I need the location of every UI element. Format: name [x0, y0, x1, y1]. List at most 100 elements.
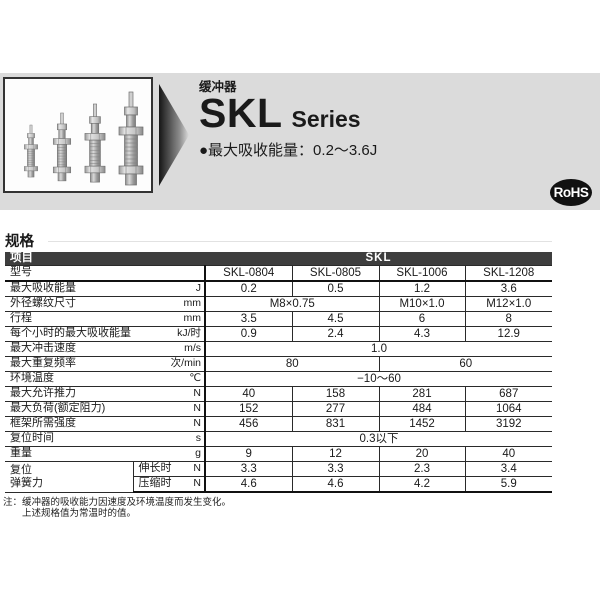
spec-value: 3192: [464, 416, 552, 432]
spec-value: 1.2: [378, 281, 465, 297]
spec-value: 484: [378, 401, 465, 417]
spec-value: −10～60: [204, 371, 552, 387]
spec-value: 60: [378, 356, 552, 372]
row-unit: g: [195, 447, 201, 460]
row-label: 每个小时的最大吸收能量: [10, 327, 131, 340]
row-unit: mm: [183, 297, 202, 310]
spec-value: 281: [378, 386, 465, 402]
model-row: 型号 SKL-0804 SKL-0805 SKL-1006 SKL-1208: [5, 265, 552, 282]
spec-row-frequency: 最大重复频率 次/min 80 60: [5, 356, 552, 372]
spec-value: 1452: [378, 416, 465, 432]
spec-value: 456: [204, 416, 292, 432]
row-label: 环境温度: [10, 372, 54, 385]
spring-label-line2: 弹簧力: [10, 476, 43, 489]
spec-row-thread: 外径螺纹尺寸 mm M8×0.75 M10×1.0 M12×1.0: [5, 296, 552, 312]
product-banner: 缓冲器 SKL Series ●最大吸收能量：0.2～3.6J RoHS: [0, 73, 600, 210]
row-unit: N: [193, 462, 201, 475]
row-label: 复位时间: [10, 432, 54, 445]
heading-rule: [48, 241, 552, 242]
row-unit: 次/min: [170, 357, 201, 370]
row-label: 最大冲击速度: [10, 342, 76, 355]
spec-row-energy-per-hour: 每个小时的最大吸收能量 kJ/时 0.9 2.4 4.3 12.9: [5, 326, 552, 342]
spec-value: M12×1.0: [464, 296, 552, 312]
spec-value: 40: [204, 386, 292, 402]
spec-row-reset-time: 复位时间 s 0.3以下: [5, 431, 552, 447]
spec-row-energy: 最大吸收能量 J 0.2 0.5 1.2 3.6: [5, 281, 552, 297]
spec-value: 3.3: [204, 461, 292, 477]
spec-table: 项目 SKL 型号 SKL-0804 SKL-0805 SKL-1006 SKL…: [5, 252, 552, 493]
series-name: SKL: [199, 90, 283, 136]
row-label: 外径螺纹尺寸: [10, 297, 76, 310]
row-label: 行程: [10, 312, 32, 325]
spring-sub-label: 伸长时: [138, 462, 172, 475]
spec-value: 12: [291, 446, 379, 462]
table-header-row: 项目 SKL: [5, 252, 552, 266]
spec-value: 3.5: [204, 311, 292, 327]
spec-row-max-load: 最大负荷(额定阻力) N 152 277 484 1064: [5, 401, 552, 417]
spec-value: 12.9: [464, 326, 552, 342]
spring-sub-label: 压缩时: [138, 477, 172, 490]
spec-value: 40: [464, 446, 552, 462]
rohs-badge: RoHS: [550, 179, 592, 206]
spec-value: 8: [464, 311, 552, 327]
section-title: 规格: [5, 234, 34, 250]
spec-value: 4.2: [378, 476, 465, 493]
footnote: 注：缓冲器的吸收能力因速度及环境温度而发生变化。 上述规格值为常温时的值。: [3, 497, 231, 519]
spring-row-extended: 复位 弹簧力 伸长时 N 3.3 3.3 2.3 3.4: [5, 461, 552, 493]
spec-value: 0.9: [204, 326, 292, 342]
spec-value: 2.3: [378, 461, 465, 477]
row-unit: ℃: [189, 372, 201, 385]
spec-value: 6: [378, 311, 465, 327]
row-unit: N: [193, 387, 201, 400]
model-cell: SKL-0805: [291, 265, 379, 282]
row-unit: N: [193, 402, 201, 415]
spec-value: 277: [291, 401, 379, 417]
model-cell: SKL-1208: [464, 265, 552, 282]
spec-value: 0.5: [291, 281, 379, 297]
product-category: 缓冲器: [199, 80, 237, 94]
row-unit: mm: [183, 312, 202, 325]
spec-row-temperature: 环境温度 ℃ −10～60: [5, 371, 552, 387]
spring-label-line1: 复位: [10, 463, 32, 476]
feature-bullet: ●最大吸收能量：0.2～3.6J: [199, 142, 378, 160]
spec-value: 687: [464, 386, 552, 402]
spec-value: 80: [204, 356, 379, 372]
spec-value: 4.6: [204, 476, 292, 493]
spec-value: 1064: [464, 401, 552, 417]
row-label: 最大吸收能量: [10, 282, 76, 295]
spec-value: 831: [291, 416, 379, 432]
row-label: 最大负荷(额定阻力): [10, 402, 106, 415]
model-cell: SKL-1006: [378, 265, 465, 282]
footnote-line2: 上述规格值为常温时的值。: [22, 507, 137, 519]
spec-value: 3.6: [464, 281, 552, 297]
title-block: 缓冲器 SKL Series ●最大吸收能量：0.2～3.6J: [199, 76, 377, 160]
spec-value: 0.2: [204, 281, 292, 297]
row-unit: J: [195, 282, 201, 295]
spring-row-compressed: 压缩时 N 4.6 4.6 4.2 5.9: [5, 476, 552, 493]
row-label: 最大允许推力: [10, 387, 76, 400]
spec-row-weight: 重量 g 9 12 20 40: [5, 446, 552, 462]
row-label: 型号: [10, 266, 32, 279]
spec-value: 158: [291, 386, 379, 402]
spec-value: 1.0: [204, 341, 552, 357]
spec-value: 9: [204, 446, 292, 462]
spec-value: 3.3: [291, 461, 379, 477]
shock-absorber-illustration: [24, 91, 144, 186]
spec-value: M10×1.0: [378, 296, 465, 312]
group-header: SKL: [205, 252, 552, 266]
spec-row-frame-strength: 框架所需强度 N 456 831 1452 3192: [5, 416, 552, 432]
row-unit: s: [195, 432, 201, 445]
row-unit: N: [193, 417, 201, 430]
row-unit: kJ/时: [177, 327, 201, 340]
spec-value: 3.4: [464, 461, 552, 477]
row-label: 框架所需强度: [10, 417, 76, 430]
item-header: 项目: [5, 252, 205, 266]
spec-value: M8×0.75: [204, 296, 379, 312]
spec-value: 4.5: [291, 311, 379, 327]
spec-value: 4.3: [378, 326, 465, 342]
arrow-right-icon: [159, 84, 189, 186]
product-photo: [3, 77, 153, 193]
spring-label: 复位 弹簧力: [5, 461, 133, 493]
series-title: SKL Series: [199, 90, 377, 136]
